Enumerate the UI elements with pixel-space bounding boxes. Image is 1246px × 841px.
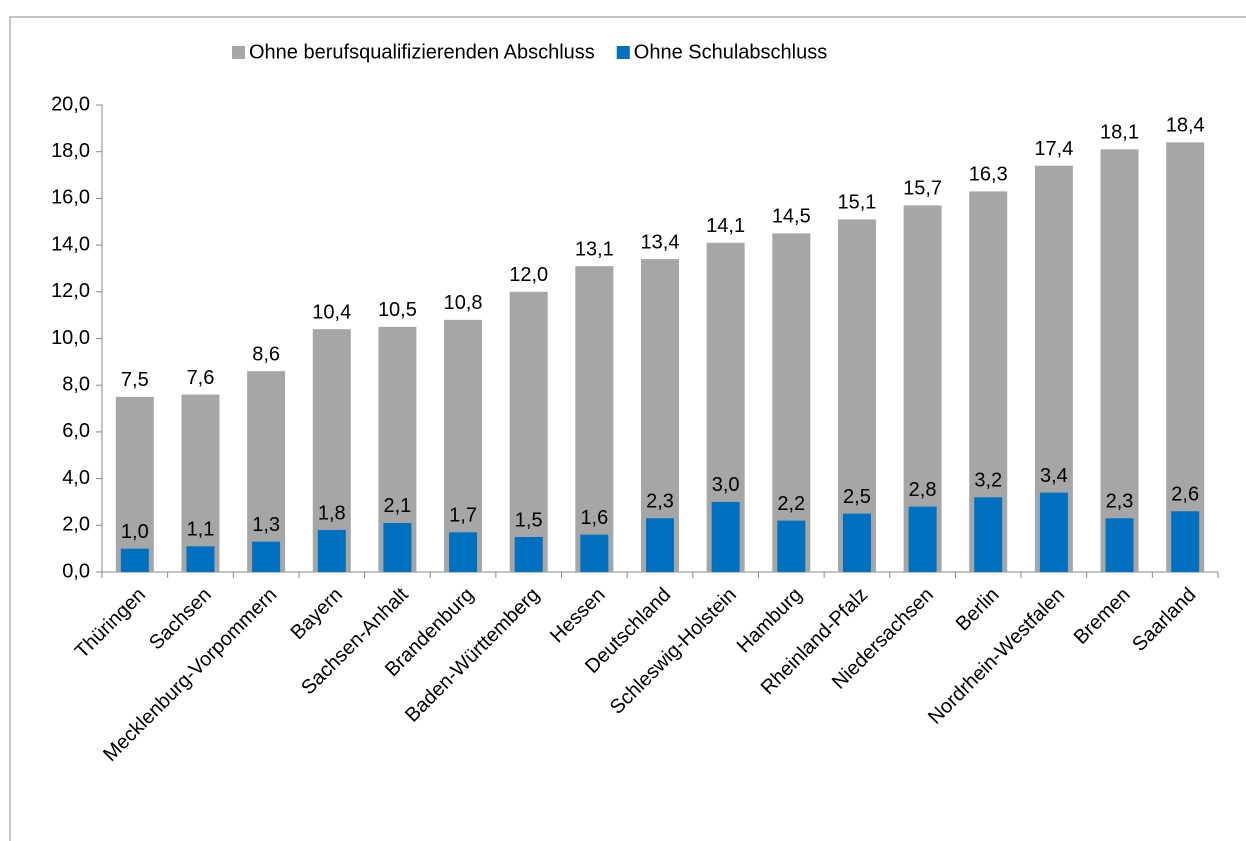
data-label: 2,2: [777, 493, 805, 515]
y-tick-label: 18,0: [51, 140, 90, 162]
legend-label: Ohne berufsqualifizierenden Abschluss: [249, 41, 595, 63]
y-tick-label: 14,0: [51, 233, 90, 255]
data-label: 2,5: [843, 486, 871, 508]
bar: [580, 534, 609, 572]
x-tick-label: Baden-Württemberg: [401, 584, 544, 727]
data-label: 17,4: [1034, 138, 1073, 160]
data-label: 1,3: [252, 514, 280, 536]
data-label: 13,1: [575, 238, 614, 260]
data-label: 8,6: [252, 343, 280, 365]
data-label: 18,4: [1166, 115, 1205, 137]
y-tick-label: 4,0: [62, 467, 90, 489]
x-tick-label: Saarland: [1128, 584, 1200, 656]
data-label: 7,6: [187, 367, 215, 389]
y-tick-label: 12,0: [51, 280, 90, 302]
data-label: 1,7: [449, 505, 477, 527]
y-tick-label: 2,0: [62, 514, 90, 536]
y-tick-label: 20,0: [51, 93, 90, 115]
bar: [1100, 149, 1139, 573]
data-label: 10,8: [444, 292, 483, 314]
bar: [711, 501, 740, 572]
bar: [317, 529, 346, 572]
bar: [186, 546, 215, 572]
data-label: 1,8: [318, 502, 346, 524]
data-label: 12,0: [509, 264, 548, 286]
x-tick-label: Berlin: [952, 584, 1004, 636]
bar: [247, 371, 286, 572]
x-tick-label: Bremen: [1070, 584, 1135, 649]
data-label: 1,6: [580, 507, 608, 529]
y-tick-label: 0,0: [62, 560, 90, 582]
data-label: 2,3: [646, 491, 674, 513]
bar: [252, 541, 281, 572]
data-label: 10,4: [312, 301, 351, 323]
legend-swatch: [232, 46, 245, 59]
bar: [1039, 492, 1068, 572]
data-label: 2,3: [1106, 491, 1134, 513]
data-label: 18,1: [1100, 122, 1139, 144]
data-label: 2,8: [909, 479, 937, 501]
x-tick-label: Hessen: [546, 584, 610, 648]
bar: [509, 291, 548, 572]
legend-swatch: [616, 46, 630, 59]
data-label: 16,3: [969, 164, 1008, 186]
bar: [383, 522, 412, 572]
bar: [842, 513, 871, 572]
data-label: 15,1: [837, 192, 876, 214]
legend-label: Ohne Schulabschluss: [634, 41, 827, 63]
bar: [444, 319, 483, 572]
bar: [181, 394, 220, 572]
y-tick-label: 6,0: [62, 420, 90, 442]
data-label: 1,1: [187, 519, 215, 541]
bar: [1166, 142, 1205, 573]
bar: [777, 520, 806, 572]
bar: [514, 536, 543, 572]
data-label: 2,1: [384, 495, 412, 517]
bar: [1171, 511, 1200, 572]
data-label: 1,0: [121, 521, 149, 543]
data-label: 3,4: [1040, 465, 1068, 487]
bar: [120, 548, 149, 572]
x-tick-label: Bayern: [287, 584, 347, 644]
data-label: 3,0: [712, 474, 740, 496]
x-tick-label: Thüringen: [71, 584, 150, 663]
data-label: 1,5: [515, 509, 543, 531]
bar: [115, 396, 154, 572]
bar: [974, 497, 1003, 572]
data-label: 14,5: [772, 206, 811, 228]
data-label: 2,6: [1171, 484, 1199, 506]
x-tick-label: Schleswig-Holstein: [606, 584, 741, 719]
bar: [837, 219, 876, 573]
y-tick-label: 16,0: [51, 187, 90, 209]
y-tick-label: 8,0: [62, 373, 90, 395]
bar: [908, 506, 937, 572]
bar: [575, 266, 614, 572]
data-label: 13,4: [641, 231, 680, 253]
bar: [1105, 518, 1134, 572]
bar: [449, 532, 478, 572]
bar: [646, 518, 674, 572]
data-label: 10,5: [378, 299, 417, 321]
bar: [772, 233, 811, 573]
data-label: 14,1: [706, 215, 745, 237]
data-label: 3,2: [974, 470, 1002, 492]
y-tick-label: 10,0: [51, 327, 90, 349]
data-label: 15,7: [903, 178, 942, 200]
chart-frame: [9, 16, 1246, 841]
data-label: 7,5: [121, 369, 149, 391]
